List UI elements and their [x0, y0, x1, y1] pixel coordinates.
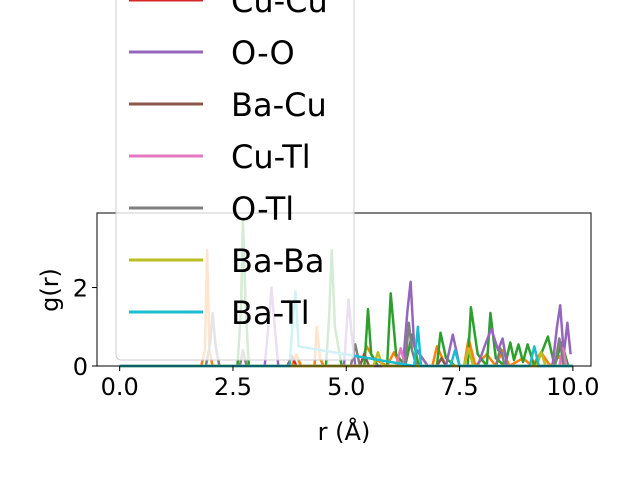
x-tick-label: 0.0 — [101, 373, 139, 401]
x-axis-ticks: 0.0 2.5 5.0 7.5 10.0 — [101, 366, 600, 401]
series-line-ba-ba — [119, 347, 573, 368]
legend-label: Cu-Cu — [231, 0, 328, 20]
legend-label: O-O — [231, 34, 295, 72]
y-tick-label: 0 — [73, 353, 88, 381]
x-tick-label: 10.0 — [546, 373, 599, 401]
legend-label: Ba-Cu — [231, 86, 327, 124]
legend-label: Ba-Ba — [231, 242, 325, 280]
x-tick-label: 7.5 — [440, 373, 478, 401]
y-tick-label: 2 — [73, 275, 88, 303]
x-axis-label: r (Å) — [318, 417, 371, 446]
legend: Cu-Cu O-O Ba-Cu Cu-Tl O-Tl Ba-Ba Ba-Tl — [115, 0, 355, 361]
y-axis-label: g(r) — [36, 268, 64, 312]
x-tick-label: 5.0 — [327, 373, 365, 401]
y-axis-ticks: 02 — [73, 275, 97, 381]
legend-label: O-Tl — [231, 190, 294, 228]
legend-box — [115, 0, 355, 361]
legend-label: Ba-Tl — [231, 294, 310, 332]
legend-label: Cu-Tl — [231, 138, 311, 176]
x-tick-label: 2.5 — [214, 373, 252, 401]
